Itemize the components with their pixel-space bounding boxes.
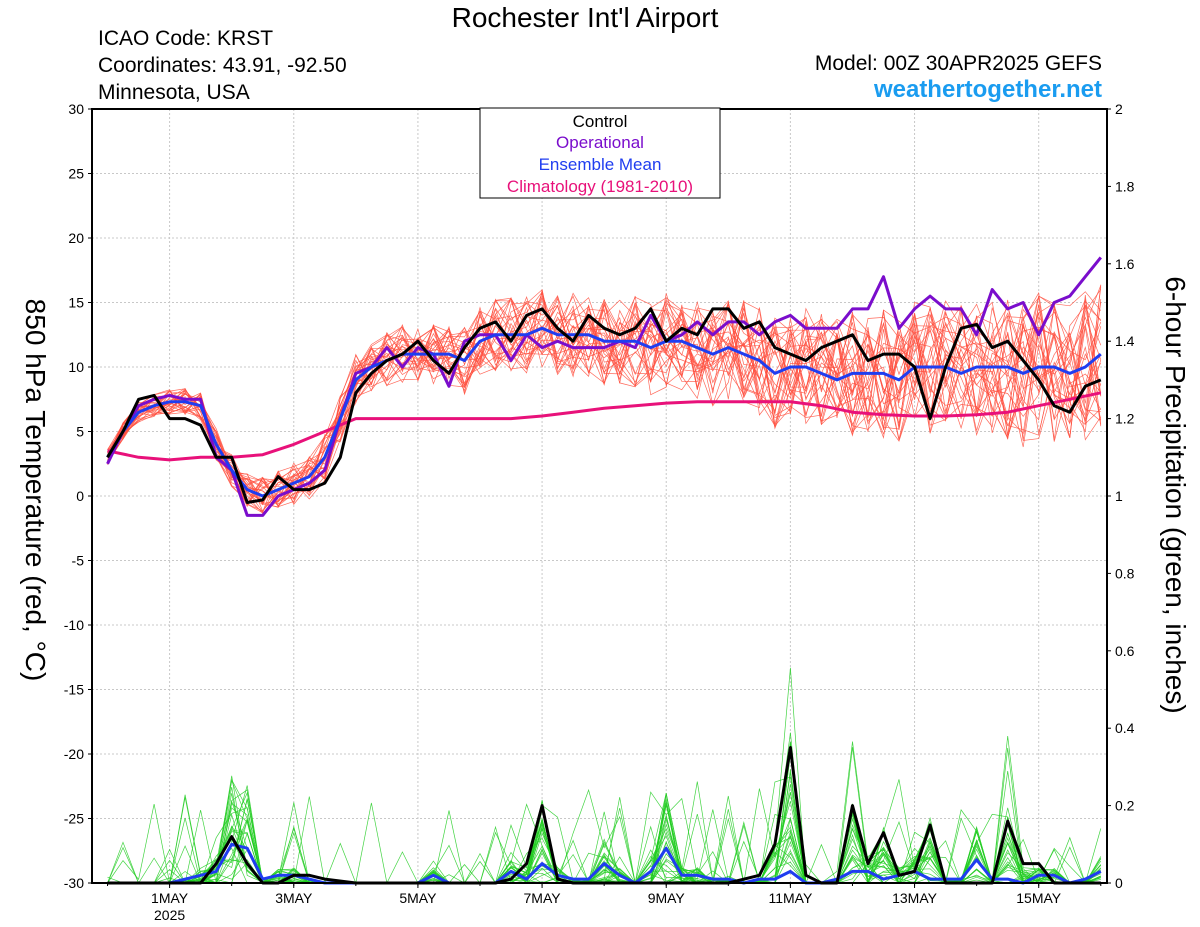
x-tick-label: 7MAY bbox=[524, 890, 562, 906]
ensemble-member-temp-line bbox=[107, 286, 1102, 508]
y-tick-left-label: -20 bbox=[64, 746, 84, 762]
y-tick-left-label: 10 bbox=[68, 359, 84, 375]
y-tick-left-label: 15 bbox=[68, 295, 84, 311]
ensemble-member-temp-line bbox=[107, 289, 1102, 502]
y-tick-left-label: 5 bbox=[76, 424, 84, 440]
ensemble-member-temp-line bbox=[107, 299, 1102, 503]
climatology-1981-2010-line bbox=[107, 391, 1102, 462]
y-tick-right-label: 1 bbox=[1115, 488, 1123, 504]
region: Minnesota, USA bbox=[98, 81, 250, 104]
x-tick-label: 11MAY bbox=[768, 890, 812, 906]
y-tick-left-label: -10 bbox=[64, 617, 84, 633]
y-tick-left-label: -25 bbox=[64, 811, 84, 827]
ensemble-member-temp-line bbox=[107, 289, 1102, 508]
x-tick-label: 9MAY bbox=[648, 890, 686, 906]
legend-operational: Operational bbox=[556, 133, 644, 152]
y-tick-left-label: -15 bbox=[64, 682, 84, 698]
y-tick-left-label: 20 bbox=[68, 230, 84, 246]
y-tick-left-label: 25 bbox=[68, 166, 84, 182]
y-axis-right-label: 6-hour Precipitation (green, inches) bbox=[1160, 276, 1191, 713]
legend-ensemble-mean: Ensemble Mean bbox=[539, 155, 662, 174]
y-tick-right-label: 0.8 bbox=[1115, 565, 1135, 581]
control-line bbox=[106, 307, 1102, 504]
legend: Control Operational Ensemble Mean Climat… bbox=[479, 107, 721, 199]
ensemble-mean-line bbox=[106, 326, 1102, 498]
axes-layer: 302520151050-5-10-15-20-25-3021.81.61.41… bbox=[64, 101, 1135, 923]
ensemble-members-layer bbox=[107, 284, 1102, 885]
ensemble-member-temp-line bbox=[107, 291, 1102, 507]
legend-climatology: Climatology (1981-2010) bbox=[507, 177, 693, 196]
y-axis-left-label: 850 hPa Temperature (red, °C) bbox=[20, 299, 51, 682]
x-tick-label: 13MAY bbox=[892, 890, 938, 906]
y-tick-right-label: 1.4 bbox=[1115, 333, 1135, 349]
model-run: Model: 00Z 30APR2025 GEFS bbox=[814, 52, 1102, 75]
ensemble-member-precip-line bbox=[107, 793, 1101, 884]
ensemble-member-temp-line bbox=[107, 293, 1102, 503]
x-tick-label: 1MAY bbox=[151, 890, 189, 906]
ensemble-member-temp-line bbox=[107, 285, 1102, 498]
ensemble-member-temp-line bbox=[107, 305, 1102, 500]
ensemble-member-precip-line bbox=[107, 776, 1102, 885]
x-tick-label: 5MAY bbox=[399, 890, 437, 906]
y-tick-right-label: 1.8 bbox=[1115, 178, 1135, 194]
operational-line bbox=[106, 256, 1102, 517]
x-tick-year: 2025 bbox=[154, 907, 185, 923]
icao-code: ICAO Code: KRST bbox=[98, 27, 274, 50]
y-tick-left-label: 30 bbox=[68, 101, 84, 117]
ensemble-member-temp-line bbox=[107, 295, 1102, 506]
y-tick-right-label: 0 bbox=[1115, 875, 1123, 891]
y-tick-right-label: 1.6 bbox=[1115, 256, 1135, 272]
ensemble-member-precip-line bbox=[107, 809, 1101, 885]
ensemble-member-precip-line bbox=[107, 667, 1102, 884]
y-tick-right-label: 0.6 bbox=[1115, 643, 1135, 659]
y-tick-right-label: 1.2 bbox=[1115, 411, 1135, 427]
y-tick-right-label: 2 bbox=[1115, 101, 1123, 117]
ensemble-member-temp-line bbox=[107, 298, 1102, 507]
legend-box bbox=[479, 107, 721, 199]
y-tick-right-label: 0.4 bbox=[1115, 720, 1135, 736]
legend-control: Control bbox=[573, 112, 628, 131]
page-title: Rochester Int'l Airport bbox=[451, 2, 719, 33]
ensemble-mean-precip-line bbox=[107, 842, 1102, 885]
x-tick-label: 3MAY bbox=[275, 890, 313, 906]
x-tick-label: 15MAY bbox=[1016, 890, 1062, 906]
y-tick-right-label: 0.2 bbox=[1115, 798, 1135, 814]
y-tick-left-label: -5 bbox=[72, 553, 85, 569]
coordinates: Coordinates: 43.91, -92.50 bbox=[98, 54, 347, 77]
y-tick-left-label: -30 bbox=[64, 875, 84, 891]
site-link[interactable]: weathertogether.net bbox=[873, 76, 1102, 103]
y-tick-left-label: 0 bbox=[76, 488, 84, 504]
